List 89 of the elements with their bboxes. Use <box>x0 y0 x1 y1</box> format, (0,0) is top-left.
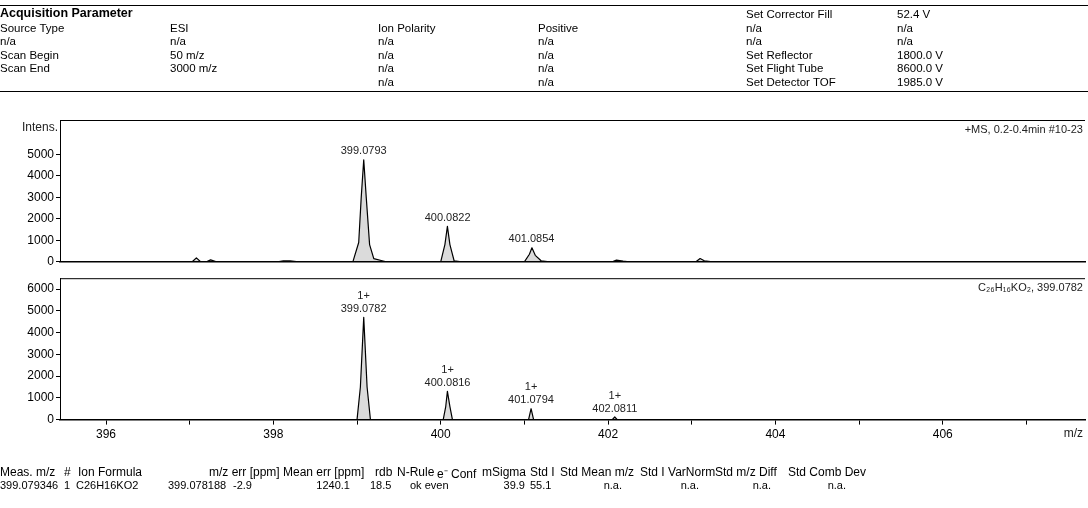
y-tick-label: 1000 <box>27 390 55 405</box>
text: n.a. <box>680 479 699 491</box>
text: Set Flight Tube <box>746 62 824 75</box>
x-tick-label: 402 <box>598 427 619 442</box>
text: n/a <box>170 35 186 48</box>
text: Ion Polarity <box>378 21 436 34</box>
text: 1985.0 V <box>897 76 944 88</box>
y-tick-label: 4000 <box>27 324 55 339</box>
y-tick-label: 2000 <box>27 368 55 383</box>
text: Std I VarNorm <box>640 465 716 479</box>
x-tick-label: 404 <box>765 427 786 442</box>
text: N-Rule <box>397 465 435 479</box>
text: Positive <box>538 21 579 34</box>
text: rdb <box>375 465 393 479</box>
text: Scan Begin <box>0 48 59 61</box>
text: 8600.0 V <box>897 62 944 75</box>
text: n.a. <box>603 479 622 491</box>
text: 1 <box>63 479 70 491</box>
chart-title: +MS, 0.2-0.4min #10-23 <box>964 122 1083 135</box>
text: 39.9 <box>503 479 525 491</box>
text: # <box>64 465 71 479</box>
y-tick-label: 3000 <box>27 189 55 204</box>
text: Acquisition Parameter <box>0 6 133 20</box>
annotation: 400.0822 <box>424 210 471 223</box>
text: Set Detector TOF <box>746 76 836 88</box>
text: n/a <box>378 35 394 48</box>
text: n/a <box>897 21 913 34</box>
y-tick-label: 2000 <box>27 211 55 226</box>
text: Mean err [ppm] <box>283 465 365 479</box>
text: Std Comb Dev <box>788 465 867 479</box>
text: Scan End <box>0 62 50 75</box>
text: ok even <box>410 479 449 491</box>
text: n.a. <box>752 479 771 491</box>
y-tick-label: 5000 <box>27 146 55 161</box>
text: n/a <box>0 35 16 48</box>
text: 50 m/z <box>170 48 205 61</box>
chart-title: C₂₆H₁₆KO₂, 399.0782 <box>978 280 1083 293</box>
annotation: 401.0854 <box>508 232 555 245</box>
text: n/a <box>746 35 762 48</box>
annotation: 1+ 399.0782 <box>340 288 387 314</box>
text: e⁻ Conf <box>437 466 477 482</box>
text: n/a <box>378 62 394 75</box>
annotation: 1+ 402.0811 <box>592 388 638 414</box>
text: 1240.1 <box>316 479 350 491</box>
text: 1800.0 V <box>897 48 944 61</box>
text: 399.078188 <box>168 479 227 491</box>
text: -2.9 <box>233 479 252 491</box>
text: Ion Formula <box>78 465 143 479</box>
text: 52.4 V <box>897 8 931 20</box>
text: n/a <box>378 48 394 61</box>
text: 3000 m/z <box>170 62 218 75</box>
source-note: Source Type <box>0 21 65 34</box>
x-tick-label: 398 <box>263 427 284 442</box>
text: Std m/z Diff <box>715 465 777 479</box>
text: n.a. <box>827 479 846 491</box>
y-tick-label: 3000 <box>27 346 55 361</box>
text: Meas. m/z <box>0 465 56 479</box>
text: mSigma <box>482 465 527 479</box>
x-tick-label: 400 <box>430 427 452 442</box>
text: C26H16KO2 <box>76 479 139 491</box>
annotation: 1+ 400.0816 <box>424 362 471 388</box>
text: n/a <box>746 21 762 34</box>
y-tick-label: 6000 <box>27 281 55 296</box>
text: n/a <box>538 35 554 48</box>
annotation: 399.0793 <box>340 144 387 157</box>
text: Set Corrector Fill <box>746 8 833 20</box>
y-tick-label: 1000 <box>27 232 55 247</box>
x-tick-label: 406 <box>932 427 954 442</box>
text: m/z err [ppm] <box>209 465 280 479</box>
text: 55.1 <box>530 479 552 491</box>
text: n/a <box>538 62 554 75</box>
text: n/a <box>538 76 554 88</box>
text: Std I <box>530 465 555 479</box>
x-axis-title: m/z <box>1063 425 1083 440</box>
text: n/a <box>897 35 913 48</box>
text: Set Reflector <box>746 48 813 61</box>
y-tick-label: 0 <box>47 411 55 426</box>
text: ESI <box>170 21 189 34</box>
y-tick-label: 4000 <box>27 168 55 183</box>
text: n/a <box>538 48 554 61</box>
text: n/a <box>378 76 394 88</box>
text: Std Mean m/z <box>560 465 635 479</box>
y-tick-label: 5000 <box>27 303 55 318</box>
text: 18.5 <box>370 479 392 491</box>
text: 399.079346 <box>0 479 59 491</box>
x-tick-label: 396 <box>96 427 117 442</box>
annotation: 1+ 401.0794 <box>508 380 554 406</box>
y-axis-title: Intens. <box>21 120 58 135</box>
y-tick-label: 0 <box>47 254 55 269</box>
